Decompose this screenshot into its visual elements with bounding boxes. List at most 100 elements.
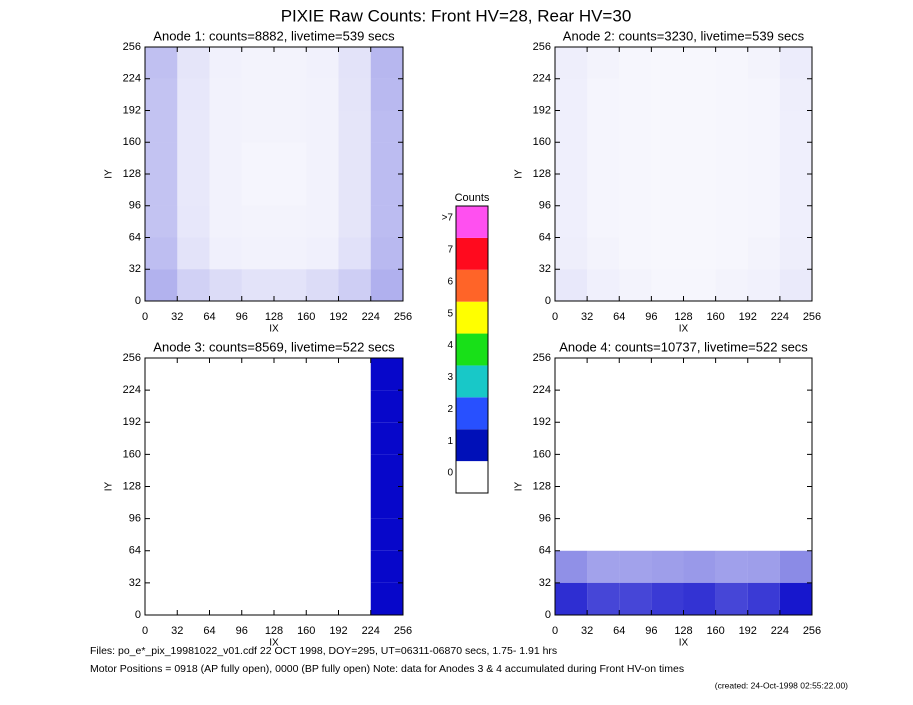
count-cell	[339, 519, 371, 551]
count-cell	[145, 47, 178, 79]
y-tick-label: 0	[135, 609, 141, 621]
count-cell	[587, 358, 619, 390]
count-cell	[145, 269, 178, 301]
count-cell	[274, 487, 306, 519]
count-cell	[306, 174, 339, 206]
count-cell	[651, 454, 683, 486]
count-cell	[370, 174, 403, 206]
y-axis-label: IY	[514, 169, 525, 179]
count-cell	[145, 205, 178, 238]
x-tick-label: 128	[674, 311, 692, 323]
x-tick-label: 32	[581, 311, 593, 323]
y-tick-label: 96	[539, 200, 551, 212]
count-cell	[274, 390, 306, 422]
count-cell	[242, 551, 274, 583]
count-cell	[242, 422, 274, 454]
count-cell	[370, 454, 403, 487]
count-cell	[619, 550, 652, 583]
colorbar-label: >7	[442, 213, 454, 224]
count-cell	[715, 269, 748, 301]
count-cell	[587, 110, 620, 143]
count-cell	[241, 47, 274, 79]
count-cell	[716, 206, 748, 238]
y-tick-label: 64	[129, 231, 141, 243]
count-cell	[555, 390, 587, 422]
count-cell	[242, 390, 274, 422]
count-cell	[370, 205, 403, 238]
count-cell	[338, 269, 371, 301]
count-cell	[684, 111, 716, 143]
count-cell	[145, 551, 177, 583]
count-cell	[339, 583, 371, 615]
count-cell	[210, 487, 242, 519]
x-tick-label: 128	[265, 311, 283, 323]
y-axis-label: IY	[514, 481, 525, 491]
count-cell	[370, 47, 403, 79]
count-cell	[780, 519, 812, 551]
count-cell	[779, 142, 812, 174]
count-cell	[555, 237, 588, 270]
count-cell	[177, 390, 209, 422]
count-cell	[209, 110, 242, 143]
count-cell	[370, 269, 403, 301]
count-cell	[587, 519, 619, 551]
count-cell	[651, 47, 683, 79]
count-cell	[209, 142, 242, 174]
count-cell	[716, 422, 748, 454]
y-tick-label: 256	[533, 352, 551, 364]
y-tick-label: 192	[533, 416, 551, 428]
y-tick-label: 256	[123, 41, 141, 53]
count-cell	[684, 174, 716, 206]
count-cell	[306, 422, 338, 454]
colorbar-swatch	[456, 301, 488, 334]
y-tick-label: 128	[123, 480, 141, 492]
count-cell	[274, 519, 306, 551]
x-tick-label: 0	[552, 311, 558, 323]
colorbar-label: 5	[447, 308, 453, 319]
count-cell	[651, 269, 683, 301]
count-cell	[145, 390, 177, 422]
y-tick-label: 160	[533, 136, 551, 148]
x-tick-label: 192	[739, 311, 757, 323]
count-cell	[587, 205, 620, 238]
count-cell	[209, 174, 242, 206]
count-cell	[716, 519, 748, 551]
count-cell	[241, 110, 274, 143]
count-cell	[241, 142, 274, 174]
count-cell	[684, 390, 716, 422]
count-cell	[587, 47, 620, 79]
x-tick-label: 160	[706, 311, 724, 323]
count-cell	[145, 142, 178, 174]
count-cell	[619, 390, 651, 422]
count-cell	[747, 205, 780, 238]
count-cell	[274, 454, 306, 486]
count-cell	[716, 174, 748, 206]
count-cell	[555, 205, 588, 238]
count-cell	[242, 519, 274, 551]
y-tick-label: 128	[533, 480, 551, 492]
count-cell	[747, 237, 780, 270]
count-cell	[684, 358, 716, 390]
x-tick-label: 160	[297, 625, 315, 637]
colorbar-title: Counts	[455, 192, 490, 204]
count-cell	[306, 583, 338, 615]
count-cell	[242, 583, 274, 615]
count-cell	[209, 78, 242, 111]
panel-title: Anode 4: counts=10737, livetime=522 secs	[559, 339, 808, 354]
count-cell	[555, 454, 587, 486]
count-cell	[555, 550, 588, 583]
count-cell	[619, 454, 651, 486]
x-tick-label: 96	[236, 625, 248, 637]
count-cell	[555, 519, 587, 551]
count-cell	[715, 550, 748, 583]
count-cell	[716, 390, 748, 422]
count-cell	[587, 422, 619, 454]
count-cell	[748, 487, 780, 519]
count-cell	[241, 237, 274, 270]
count-cell	[177, 583, 209, 615]
count-cell	[338, 142, 371, 174]
count-cell	[619, 111, 651, 143]
count-cell	[747, 582, 780, 615]
x-axis-label: IX	[269, 638, 279, 649]
count-cell	[339, 454, 371, 486]
